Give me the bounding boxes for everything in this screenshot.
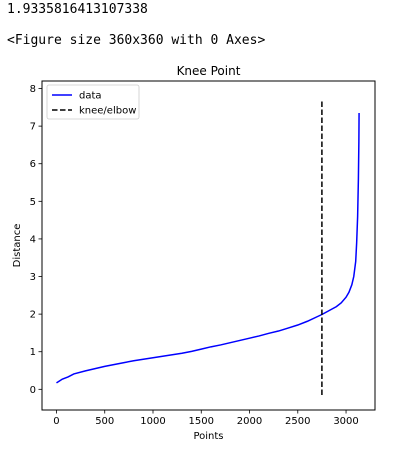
- y-tick-label: 2: [30, 310, 36, 321]
- y-axis-ticks: 0 1 2 3 4 5 6 7 8: [30, 84, 42, 396]
- x-tick-label: 1500: [189, 416, 214, 427]
- plot-frame: [41, 80, 376, 411]
- cell-output-figure-repr: <Figure size 360x360 with 0 Axes>: [7, 33, 266, 48]
- y-axis-label: Distance: [12, 224, 23, 268]
- legend-label-1: knee/elbow: [79, 106, 136, 117]
- y-tick-label: 6: [30, 159, 36, 170]
- legend-label-0: data: [79, 91, 102, 102]
- knee-point-chart: Knee Point 0 500 1000 1500 2000 2500 3000 0 1 2 3…: [12, 64, 376, 442]
- x-tick-label: 0: [53, 416, 59, 427]
- x-tick-label: 1000: [140, 416, 165, 427]
- y-tick-label: 0: [30, 385, 36, 396]
- y-tick-label: 5: [30, 197, 36, 208]
- y-tick-label: 7: [30, 122, 36, 133]
- x-tick-label: 500: [95, 416, 114, 427]
- x-tick-label: 2500: [285, 416, 310, 427]
- x-tick-label: 2000: [237, 416, 262, 427]
- chart-title: Knee Point: [177, 64, 241, 78]
- y-tick-label: 4: [30, 234, 36, 245]
- x-axis-label: Points: [193, 431, 223, 442]
- x-axis-ticks: 0 500 1000 1500 2000 2500 3000: [53, 410, 359, 427]
- series-line-0: [56, 112, 360, 384]
- y-tick-label: 8: [30, 84, 36, 95]
- y-tick-label: 1: [30, 347, 36, 358]
- x-tick-label: 3000: [333, 416, 358, 427]
- cell-output-value: 1.9335816413107338: [7, 2, 148, 17]
- legend: data knee/elbow: [46, 84, 140, 120]
- y-tick-label: 3: [30, 272, 36, 283]
- plot-area: [56, 99, 360, 395]
